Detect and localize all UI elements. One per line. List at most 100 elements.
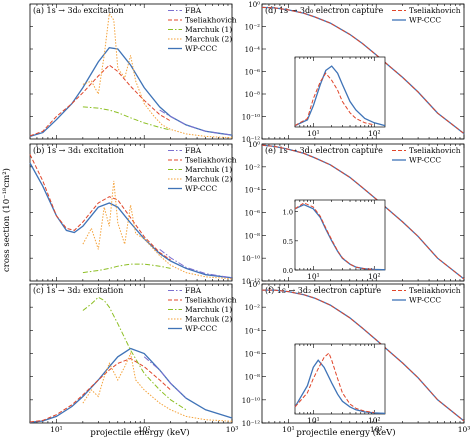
x-axis-label-right: projectile energy (keV) <box>296 427 395 438</box>
inset-y-tick-label: 0.0 <box>283 267 293 275</box>
main-series-fba-a <box>159 109 233 136</box>
panel-f: (f) 1s → 3d₂ electron capture 10¹ 10² 10³ 10… <box>242 281 471 434</box>
legend-label-wp-ccc: WP-CCC <box>409 16 441 25</box>
main-series-marchuk-1-a <box>82 106 171 131</box>
main-series-marchuk-1-b <box>82 263 171 274</box>
main-series-wp-ccc-d <box>261 6 465 135</box>
y-tick-label: 10⁻¹⁰ <box>242 255 260 263</box>
x-axis-label-left: projectile energy (keV) <box>90 427 189 438</box>
legend-label-tseliakhovich: Tseliakhovich <box>185 156 237 165</box>
panel-a: (a) 1s → 3d₀ excitation FBATseliakhovichM… <box>29 3 237 140</box>
legend-label-fba: FBA <box>185 146 202 155</box>
inset-d: 10¹ 10² <box>294 56 386 138</box>
panel-e: (e) 1s → 3d₁ electron capture 10⁻¹² 10⁻¹⁰ 1… <box>242 141 465 286</box>
legend-label-wp-ccc: WP-CCC <box>409 296 441 305</box>
y-tick-label: 10⁻⁴ <box>245 327 261 335</box>
main-series-tseliakhovich-e <box>261 144 465 280</box>
x-tick-label: 10² <box>138 425 151 434</box>
main-series-fba-c <box>143 356 187 399</box>
legend-label-wp-ccc: WP-CCC <box>409 156 441 165</box>
legend-label-fba: FBA <box>185 6 202 15</box>
y-tick-label: 10⁻⁶ <box>245 69 261 77</box>
x-tick-label: 10¹ <box>307 416 320 425</box>
y-tick-label: 10⁻⁸ <box>245 374 261 382</box>
y-tick-label: 10⁻⁸ <box>245 91 261 99</box>
y-tick-label: 10⁻¹⁰ <box>242 114 260 122</box>
main-series-tseliakhovich-a <box>29 64 171 137</box>
legend-label-marchuk-2: Marchuk (2) <box>185 35 232 44</box>
panel-title: (a) 1s → 3d₀ excitation <box>33 6 124 15</box>
y-tick-label: 10⁻² <box>245 24 261 32</box>
y-tick-label: 10⁻² <box>245 164 261 172</box>
y-axis-label: cross section (10⁻¹⁸cm²) <box>1 168 12 272</box>
x-tick-label: 10² <box>368 129 381 138</box>
y-tick-label: 10⁰ <box>248 141 260 149</box>
y-tick-label: 10⁻⁸ <box>245 232 261 240</box>
main-series-tseliakhovich-b <box>29 154 171 261</box>
legend-label-wp-ccc: WP-CCC <box>185 184 217 193</box>
legend-label-marchuk-1: Marchuk (1) <box>185 305 232 314</box>
panel-title: (d) 1s → 3d₀ electron capture <box>265 6 383 15</box>
main-series-marchuk-2-b <box>82 180 233 280</box>
inset-series-tseliakhovich-f <box>294 352 375 414</box>
y-tick-label: 10⁻⁴ <box>245 187 261 195</box>
main-series-tseliakhovich-f <box>262 289 465 422</box>
inset-y-tick-label: 1.0 <box>283 209 293 217</box>
x-tick-label: 10¹ <box>282 425 295 434</box>
inset-series-tseliakhovich-e <box>294 202 375 270</box>
y-tick-label: 10⁻¹² <box>242 420 260 428</box>
inset-frame <box>294 343 386 415</box>
main-series-wp-ccc-c <box>29 347 233 423</box>
y-tick-label: 10⁻¹² <box>242 278 260 286</box>
panel-title: (f) 1s → 3d₂ electron capture <box>265 286 381 295</box>
inset-series-tseliakhovich-d <box>294 72 375 127</box>
y-tick-label: 10⁻⁶ <box>245 210 261 218</box>
legend-label-tseliakhovich: Tseliakhovich <box>185 296 237 305</box>
inset-f: 10¹ 10² <box>294 343 386 425</box>
x-tick-label: 10³ <box>226 425 239 434</box>
main-series-tseliakhovich-c <box>29 357 171 423</box>
inset-e: 10¹ 10² 0.0 0.5 1.0 <box>283 199 386 281</box>
legend-label-tseliakhovich: Tseliakhovich <box>409 286 461 295</box>
x-tick-label: 10² <box>370 425 383 434</box>
inset-frame <box>294 199 386 271</box>
y-tick-label: 10⁰ <box>248 281 260 289</box>
x-tick-label: 10³ <box>458 425 471 434</box>
y-tick-label: 10⁻⁶ <box>245 351 261 359</box>
legend-label-marchuk-2: Marchuk (2) <box>185 315 232 324</box>
y-tick-label: 10⁻⁴ <box>245 46 261 54</box>
panel-d: (d) 1s → 3d₀ electron capture 10⁻¹² 10⁻¹⁰ 1… <box>242 1 465 144</box>
x-tick-label: 10¹ <box>50 425 63 434</box>
panel-title: (e) 1s → 3d₁ electron capture <box>265 146 383 155</box>
x-tick-label: 10¹ <box>307 129 320 138</box>
panel-title: (c) 1s → 3d₂ excitation <box>33 286 123 295</box>
inset-series-wp-ccc-d <box>294 65 386 127</box>
main-series-marchuk-1-c <box>82 296 187 411</box>
y-tick-label: 10⁻² <box>245 304 261 312</box>
legend-label-tseliakhovich: Tseliakhovich <box>185 16 237 25</box>
y-tick-label: 10⁰ <box>248 1 260 9</box>
legend-label-marchuk-1: Marchuk (1) <box>185 165 232 174</box>
x-tick-label: 10² <box>368 416 381 425</box>
inset-series-wp-ccc-f <box>294 359 386 415</box>
main-series-wp-ccc-b <box>29 162 233 279</box>
x-tick-label: 10² <box>368 272 381 281</box>
legend-label-tseliakhovich: Tseliakhovich <box>409 146 461 155</box>
legend-label-fba: FBA <box>185 286 202 295</box>
main-series-marchuk-2-c <box>82 351 233 422</box>
inset-y-tick-label: 0.5 <box>283 238 293 246</box>
legend-label-wp-ccc: WP-CCC <box>185 44 217 53</box>
legend-label-wp-ccc: WP-CCC <box>185 324 217 333</box>
panel-c: (c) 1s → 3d₂ excitation 10¹ 10² 10³ FBATseli… <box>29 283 239 434</box>
y-tick-label: 10⁻¹² <box>242 136 260 144</box>
panel-title: (b) 1s → 3d₁ excitation <box>33 146 124 155</box>
panel-b: (b) 1s → 3d₁ excitation FBATseliakhovichM… <box>29 143 237 282</box>
main-series-marchuk-2-a <box>82 12 233 139</box>
legend-label-marchuk-1: Marchuk (1) <box>185 25 232 34</box>
main-series-wp-ccc-a <box>29 46 233 138</box>
x-tick-label: 10¹ <box>307 272 320 281</box>
legend-label-tseliakhovich: Tseliakhovich <box>409 6 461 15</box>
y-tick-label: 10⁻¹⁰ <box>242 397 260 405</box>
legend-label-marchuk-2: Marchuk (2) <box>185 175 232 184</box>
